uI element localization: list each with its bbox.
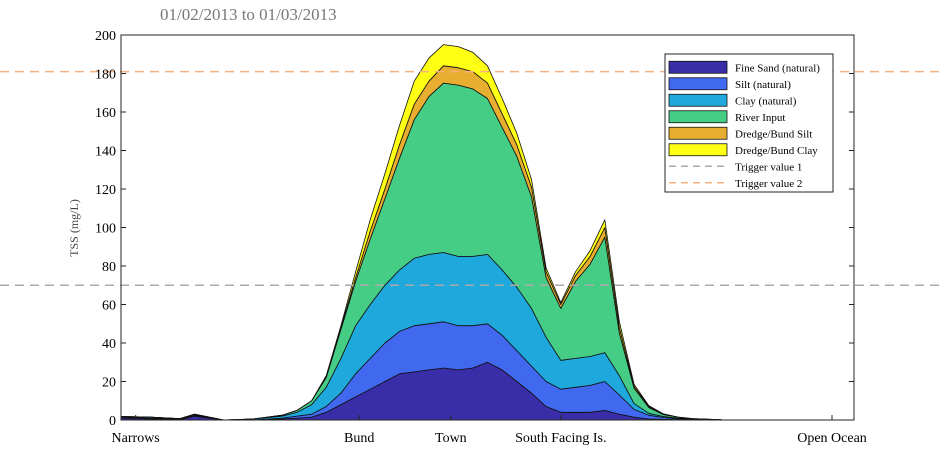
legend-label-dredge-bund-silt: Dredge/Bund Silt <box>735 128 812 140</box>
legend-swatch-clay-natural <box>668 93 728 107</box>
x-axis: Narrows Bund Town South Facing Is. Open Ocea… <box>112 415 867 446</box>
legend-label-fine-sand-natural: Fine Sand (natural) <box>735 62 820 74</box>
y-axis-label: TSS (mg/L) <box>67 199 81 257</box>
y-axis: 0 20 40 60 80 100 120 140 160 180 200 <box>95 29 854 429</box>
area-fine-sand-natural <box>120 361 855 421</box>
y-tick-label: 60 <box>102 299 116 314</box>
y-tick-label: 0 <box>109 414 116 429</box>
x-tick-label-bund: Bund <box>344 431 374 446</box>
legend-label-clay-natural: Clay (natural) <box>735 95 797 107</box>
y-tick-label: 80 <box>102 260 116 275</box>
legend-label-trigger-value-1: Trigger value 1 <box>735 161 802 173</box>
x-tick-label-open-ocean: Open Ocean <box>797 431 867 446</box>
y-tick-label: 140 <box>95 145 116 160</box>
y-tick-label: 100 <box>95 222 116 237</box>
legend-label-trigger-value-2: Trigger value 2 <box>735 178 802 190</box>
y-tick-label: 200 <box>95 29 116 44</box>
y-tick-label: 160 <box>95 106 116 121</box>
legend: Fine Sand (natural) Silt (natural) Clay (n… <box>664 53 834 193</box>
legend-label-river-input: River Input <box>735 112 785 124</box>
legend-label-dredge-bund-clay: Dredge/Bund Clay <box>735 145 818 157</box>
legend-swatch-dredge-bund-clay <box>668 143 728 157</box>
y-tick-label: 180 <box>95 68 116 83</box>
y-tick-label: 40 <box>102 337 116 352</box>
x-tick-label-narrows: Narrows <box>112 431 160 446</box>
legend-swatch-fine-sand-natural <box>668 60 728 74</box>
y-tick-label: 120 <box>95 183 116 198</box>
legend-swatch-silt-natural <box>668 77 728 91</box>
legend-swatch-river-input <box>668 110 728 124</box>
x-tick-label-south-facing-is: South Facing Is. <box>515 431 606 446</box>
x-tick-label-town: Town <box>435 431 467 446</box>
legend-swatch-dredge-bund-silt <box>668 126 728 140</box>
legend-label-silt-natural: Silt (natural) <box>735 79 791 91</box>
chart-title: 01/02/2013 to 01/03/2013 <box>160 5 337 24</box>
y-tick-label: 20 <box>102 376 116 391</box>
